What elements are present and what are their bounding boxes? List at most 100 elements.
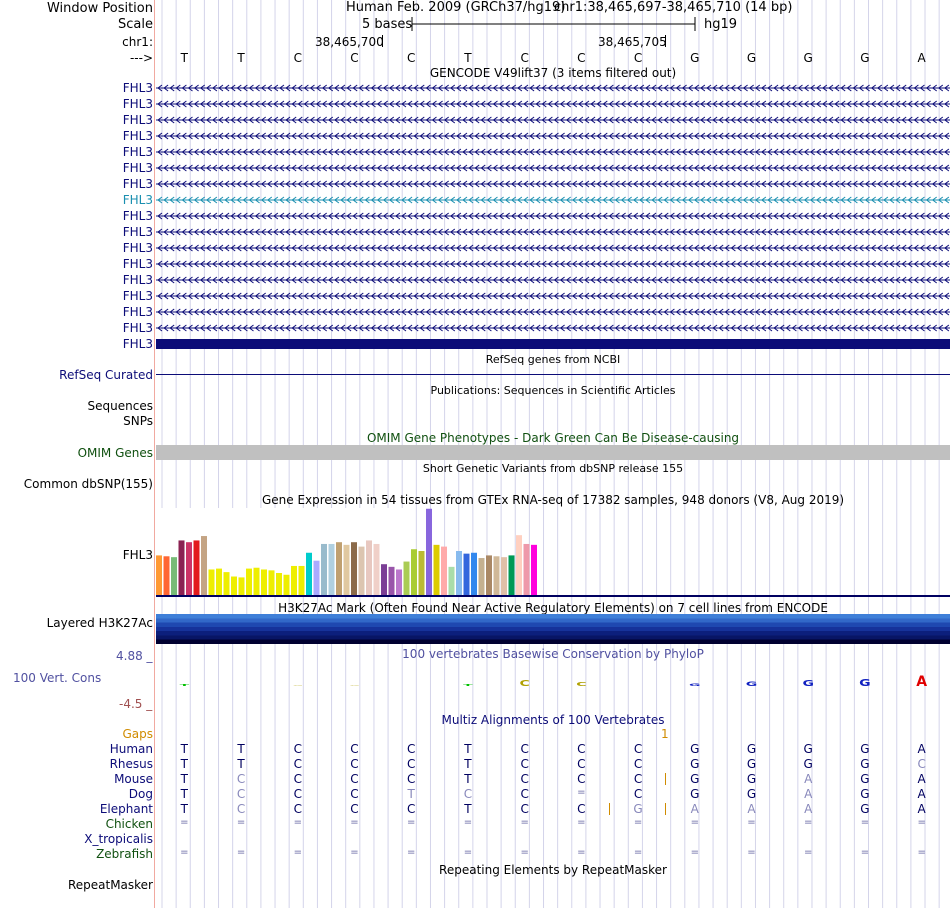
- gencode-transcript[interactable]: [156, 82, 950, 94]
- gtex-tissue-bar[interactable]: [261, 569, 267, 595]
- multiz-species-label[interactable]: X_tropicalis: [84, 832, 153, 846]
- omim-title[interactable]: OMIM Gene Phenotypes - Dark Green Can Be…: [366, 431, 740, 445]
- omim-gene-bar[interactable]: [156, 445, 950, 460]
- refseq-label[interactable]: RefSeq Curated: [59, 368, 153, 382]
- gtex-tissue-bar[interactable]: [171, 557, 177, 595]
- gtex-tissue-bar[interactable]: [208, 569, 215, 595]
- gtex-tissue-bar[interactable]: [306, 552, 312, 595]
- gtex-tissue-bar[interactable]: [276, 573, 282, 595]
- dbsnp-title[interactable]: Short Genetic Variants from dbSNP releas…: [422, 462, 684, 475]
- gencode-gene-label[interactable]: FHL3: [122, 161, 153, 175]
- gtex-tissue-bar[interactable]: [396, 569, 402, 595]
- gtex-tissue-bar[interactable]: [193, 540, 200, 595]
- h3k27ac-signal[interactable]: [156, 614, 950, 644]
- gencode-gene-label[interactable]: FHL3: [122, 257, 153, 271]
- gtex-tissue-bar[interactable]: [298, 565, 305, 595]
- gtex-tissue-bar[interactable]: [231, 576, 237, 595]
- gtex-tissue-bar[interactable]: [253, 567, 260, 595]
- gtex-tissue-bar[interactable]: [321, 543, 327, 595]
- h3k27ac-label[interactable]: Layered H3K27Ac: [46, 616, 153, 630]
- gencode-transcript[interactable]: [156, 242, 950, 254]
- multiz-species-label[interactable]: Human: [109, 742, 153, 756]
- gencode-gene-label[interactable]: FHL3: [122, 129, 153, 143]
- gencode-transcript[interactable]: [156, 162, 950, 174]
- gtex-tissue-bar[interactable]: [351, 542, 357, 595]
- gencode-transcript[interactable]: [156, 338, 950, 350]
- gtex-tissue-bar[interactable]: [478, 558, 485, 595]
- gencode-transcript[interactable]: [156, 258, 950, 270]
- h3k27ac-title[interactable]: H3K27Ac Mark (Often Found Near Active Re…: [278, 601, 828, 615]
- gtex-tissue-bar[interactable]: [186, 542, 192, 595]
- gencode-transcript[interactable]: [156, 146, 950, 158]
- position-text[interactable]: chr1:38,465,697-38,465,710 (14 bp): [554, 0, 793, 15]
- gencode-transcript[interactable]: [156, 130, 950, 142]
- dbsnp-label[interactable]: Common dbSNP(155): [23, 477, 153, 491]
- gtex-tissue-bar[interactable]: [531, 544, 537, 595]
- gencode-gene-label[interactable]: FHL3: [122, 177, 153, 191]
- multiz-species-label[interactable]: Elephant: [99, 802, 153, 816]
- gtex-tissue-bar[interactable]: [486, 555, 492, 595]
- gtex-tissue-bar[interactable]: [178, 540, 185, 595]
- gtex-tissue-bar[interactable]: [493, 556, 500, 595]
- gtex-tissue-bar[interactable]: [223, 572, 230, 595]
- gtex-tissue-bar[interactable]: [156, 555, 162, 595]
- gtex-tissue-bar[interactable]: [373, 543, 380, 595]
- gtex-tissue-bar[interactable]: [448, 566, 455, 595]
- gtex-tissue-bar[interactable]: [463, 553, 470, 595]
- gencode-transcript[interactable]: [156, 274, 950, 286]
- gtex-tissue-bar[interactable]: [336, 542, 342, 595]
- gtex-tissue-bar[interactable]: [403, 561, 410, 595]
- publications-title[interactable]: Publications: Sequences in Scientific Ar…: [430, 384, 676, 397]
- gencode-transcript[interactable]: [156, 178, 950, 190]
- multiz-species-label[interactable]: Mouse: [114, 772, 153, 786]
- gaps-label[interactable]: Gaps: [122, 727, 153, 741]
- gtex-tissue-bar[interactable]: [516, 535, 522, 595]
- gencode-transcript[interactable]: [156, 226, 950, 238]
- gencode-transcript[interactable]: [156, 194, 950, 206]
- gtex-tissue-bar[interactable]: [501, 557, 507, 595]
- gencode-gene-label[interactable]: FHL3: [122, 145, 153, 159]
- gtex-tissue-bar[interactable]: [381, 564, 387, 595]
- gtex-tissue-bar[interactable]: [411, 549, 417, 595]
- gtex-tissue-bar[interactable]: [313, 560, 320, 595]
- gtex-tissue-bar[interactable]: [508, 555, 515, 595]
- gtex-tissue-bar[interactable]: [388, 566, 395, 595]
- gencode-transcript[interactable]: [156, 322, 950, 334]
- gtex-tissue-bar[interactable]: [268, 570, 275, 595]
- repeatmasker-label[interactable]: RepeatMasker: [67, 878, 153, 892]
- gencode-gene-label[interactable]: FHL3: [122, 289, 153, 303]
- gtex-tissue-bar[interactable]: [291, 565, 297, 595]
- gtex-tissue-bar[interactable]: [441, 546, 447, 595]
- publications-label-sequences[interactable]: Sequences: [87, 399, 153, 413]
- multiz-title[interactable]: Multiz Alignments of 100 Vertebrates: [441, 713, 665, 727]
- gencode-gene-label[interactable]: FHL3: [122, 305, 153, 319]
- gtex-tissue-bar[interactable]: [471, 552, 477, 595]
- gtex-tissue-bar[interactable]: [201, 536, 207, 595]
- gencode-gene-label[interactable]: FHL3: [122, 113, 153, 127]
- multiz-species-label[interactable]: Chicken: [105, 817, 153, 831]
- repeatmasker-title[interactable]: Repeating Elements by RepeatMasker: [439, 863, 667, 877]
- gtex-tissue-bar[interactable]: [238, 577, 245, 595]
- gencode-transcript[interactable]: [156, 290, 950, 302]
- gtex-tissue-bar[interactable]: [283, 574, 290, 595]
- gtex-tissue-bar[interactable]: [426, 508, 432, 595]
- gtex-title[interactable]: Gene Expression in 54 tissues from GTEx …: [261, 493, 845, 507]
- gtex-tissue-bar[interactable]: [366, 540, 372, 595]
- gtex-tissue-bar[interactable]: [246, 568, 252, 595]
- gencode-gene-label[interactable]: FHL3: [122, 225, 153, 239]
- refseq-title[interactable]: RefSeq genes from NCBI: [485, 353, 621, 366]
- omim-label[interactable]: OMIM Genes: [77, 446, 153, 460]
- gtex-tissue-bar[interactable]: [418, 551, 425, 595]
- gencode-gene-label[interactable]: FHL3: [122, 97, 153, 111]
- publications-label-snps[interactable]: SNPs: [123, 414, 153, 428]
- gtex-tissue-bar[interactable]: [456, 551, 462, 595]
- gencode-gene-label[interactable]: FHL3: [122, 337, 153, 351]
- gencode-gene-label[interactable]: FHL3: [122, 273, 153, 287]
- gencode-transcript[interactable]: [156, 306, 950, 318]
- gencode-gene-label[interactable]: FHL3: [122, 209, 153, 223]
- gtex-gene-label[interactable]: FHL3: [122, 548, 153, 562]
- phylop-label[interactable]: 100 Vert. Cons: [13, 671, 102, 685]
- gencode-title[interactable]: GENCODE V49lift37 (3 items filtered out): [429, 66, 677, 80]
- gencode-transcript[interactable]: [156, 210, 950, 222]
- gencode-gene-label[interactable]: FHL3: [122, 241, 153, 255]
